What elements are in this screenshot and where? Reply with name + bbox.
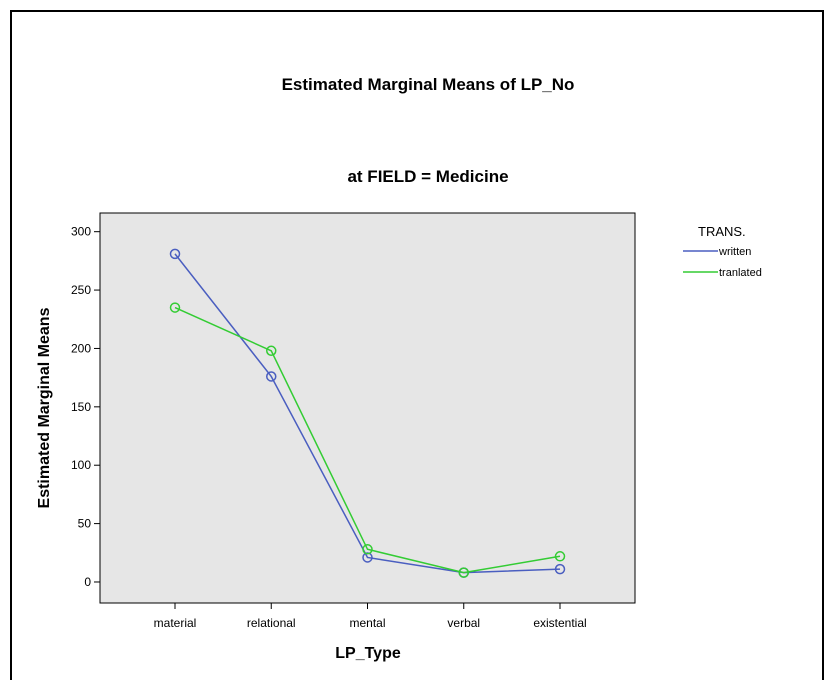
legend-label-tranlated: tranlated (719, 267, 762, 279)
x-tick-label: material (154, 616, 197, 630)
y-tick-label: 100 (71, 458, 91, 472)
data-point-written (266, 371, 277, 382)
y-tick-label: 300 (71, 225, 91, 239)
x-tick-label: verbal (447, 616, 480, 630)
series-layer (169, 248, 566, 578)
data-point-written (362, 552, 373, 563)
y-tick-label: 50 (78, 517, 92, 531)
y-axis: 0 50 100 150 200 250 300 (71, 225, 100, 589)
y-axis-title: Estimated Marginal Means (36, 307, 53, 508)
plot-area (99, 212, 636, 604)
data-point-written (554, 563, 566, 575)
y-tick-label: 150 (71, 400, 91, 414)
data-point-tranlated (266, 345, 277, 357)
legend-title: TRANS. (698, 224, 746, 239)
x-tick-label: existential (533, 616, 586, 630)
series-line-tranlated (174, 306, 561, 574)
data-point-tranlated (362, 544, 373, 555)
chart-subtitle: at FIELD = Medicine (347, 167, 508, 186)
x-axis: material relational mental verbal existentia… (154, 603, 587, 630)
y-tick-label: 200 (71, 341, 91, 355)
legend: TRANS. written tranlated (683, 224, 762, 279)
x-tick-label: mental (349, 616, 385, 630)
legend-label-written: written (718, 246, 751, 258)
y-tick-label: 250 (71, 283, 91, 297)
y-tick-label: 0 (84, 575, 91, 589)
x-tick-label: relational (247, 616, 296, 630)
data-point-tranlated (458, 567, 469, 578)
data-point-tranlated (169, 302, 181, 313)
data-point-written (169, 248, 181, 260)
x-axis-title: LP_Type (335, 645, 401, 662)
chart-title: Estimated Marginal Means of LP_No (282, 75, 575, 94)
data-point-tranlated (554, 551, 566, 562)
